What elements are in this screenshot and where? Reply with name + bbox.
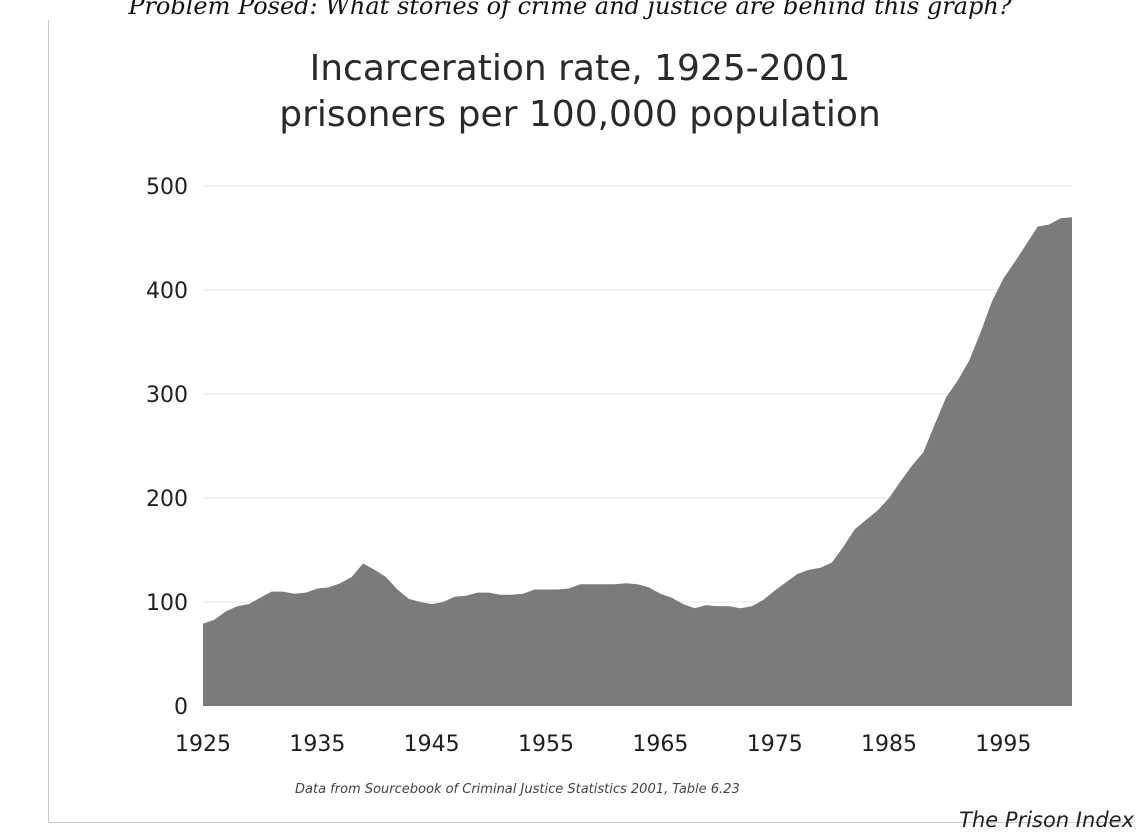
x-tick-label-1965: 1965 [632,732,688,757]
x-tick-label-1975: 1975 [747,732,803,757]
x-tick-label-1955: 1955 [518,732,574,757]
branding-label: The Prison Index [959,808,1134,832]
y-tick-label-100: 100 [146,591,188,616]
y-tick-label-300: 300 [146,383,188,408]
y-tick-label-200: 200 [146,487,188,512]
x-tick-label-1985: 1985 [861,732,917,757]
y-tick-label-400: 400 [146,279,188,304]
series-area-0 [203,217,1072,706]
x-axis-ticks: 1925 1935 1945 1955 1965 1975 1985 1995 [175,732,1031,757]
y-axis-ticks: 0 100 200 300 400 500 [146,175,188,720]
x-tick-label-1995: 1995 [975,732,1031,757]
y-tick-label-0: 0 [174,695,188,720]
source-note: Data from Sourcebook of Criminal Justice… [295,782,740,797]
x-tick-label-1925: 1925 [175,732,231,757]
x-tick-label-1935: 1935 [289,732,345,757]
y-tick-label-500: 500 [146,175,188,200]
x-tick-label-1945: 1945 [404,732,460,757]
